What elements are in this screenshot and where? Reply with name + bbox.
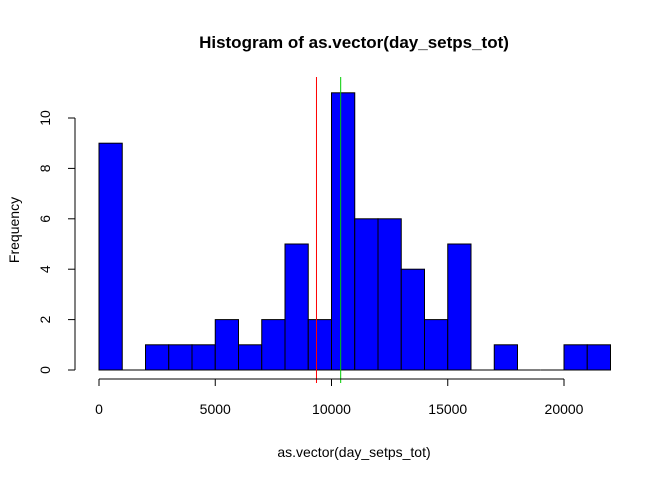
y-tick-label-5: 10 [37, 110, 53, 126]
y-tick-label-2: 4 [37, 265, 53, 273]
histogram-bar-20 [563, 344, 588, 371]
histogram-bar-4 [191, 344, 216, 371]
chart-title: Histogram of as.vector(day_setps_tot) [199, 33, 509, 52]
x-tick-label-4: 20000 [545, 401, 584, 417]
y-axis: 0 2 4 6 8 10 [37, 110, 76, 374]
histogram-bar-15 [447, 243, 472, 371]
histogram-bar-14 [424, 319, 449, 371]
x-tick-label-3: 15000 [428, 401, 467, 417]
histogram-bar-21 [586, 344, 611, 371]
histogram-bar-12 [377, 218, 402, 371]
y-tick-label-4: 8 [37, 164, 53, 172]
x-axis-label: as.vector(day_setps_tot) [277, 444, 430, 460]
histogram-bar-13 [400, 268, 425, 371]
histogram-bar-17 [493, 344, 518, 371]
y-tick-label-0: 0 [37, 366, 53, 374]
x-tick-label-1: 5000 [200, 401, 231, 417]
bars-group [98, 92, 611, 371]
histogram-bar-3 [168, 344, 193, 371]
histogram-bar-2 [145, 344, 170, 371]
histogram-bar-7 [261, 319, 286, 371]
reference-lines-group [315, 77, 342, 383]
histogram-bar-9 [307, 319, 332, 371]
y-axis-label: Frequency [6, 197, 22, 263]
histogram-bar-8 [284, 243, 309, 371]
histogram-bar-11 [354, 218, 379, 371]
histogram-bar-10 [331, 92, 356, 371]
y-tick-label-1: 2 [37, 315, 53, 323]
x-axis: 0 5000 10000 15000 20000 [95, 378, 584, 417]
histogram-bar-5 [214, 319, 239, 371]
histogram-bar-6 [238, 344, 263, 371]
x-tick-label-0: 0 [95, 401, 103, 417]
y-tick-label-3: 6 [37, 215, 53, 223]
histogram-bar-0 [98, 142, 123, 371]
x-tick-label-2: 10000 [312, 401, 351, 417]
